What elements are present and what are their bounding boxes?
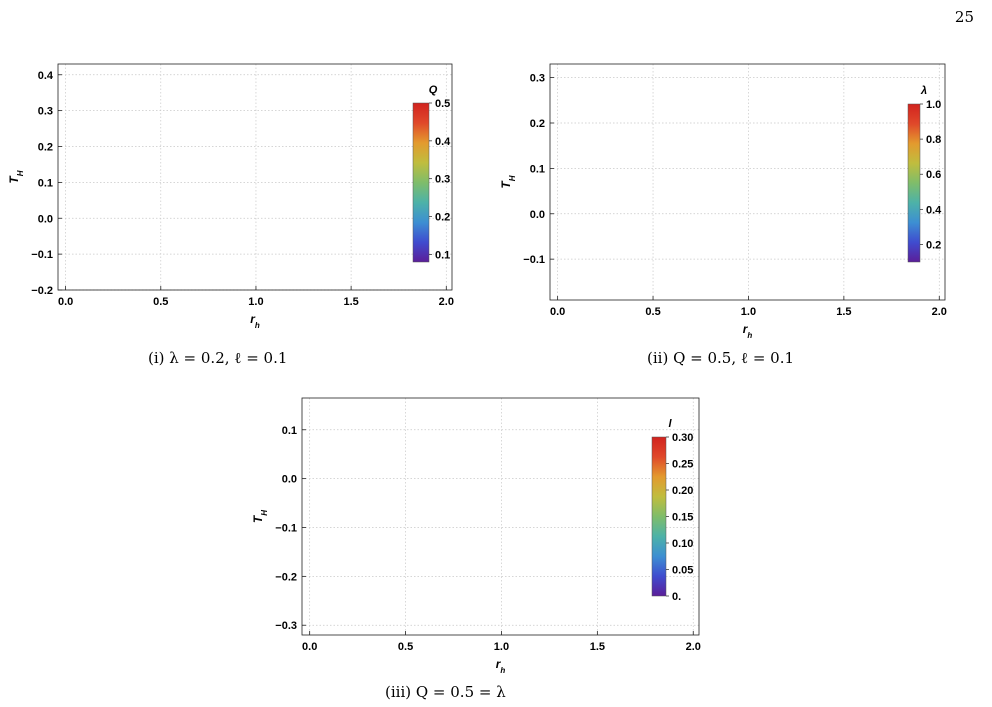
colorbar-tick-label: 0.20 xyxy=(672,485,693,497)
colorbar-title: λ xyxy=(920,85,927,97)
colorbar xyxy=(412,102,430,263)
colorbar-tick-label: 0.10 xyxy=(672,538,693,550)
plot-frame xyxy=(57,63,453,291)
x-tick-label: 1.0 xyxy=(494,641,509,653)
colorbar-tick-label: 0.2 xyxy=(435,212,450,224)
colorbar xyxy=(651,436,667,597)
chart-2: 0.0 0.5 1.0 1.5 2.0 −0.1 0.0 0.1 0.2 0.3 rh TH λ 0.2 0… xyxy=(499,63,947,340)
x-tick-label: 0.0 xyxy=(58,296,73,308)
y-tick-label: 0.1 xyxy=(282,425,297,437)
x-tick-label: 1.0 xyxy=(741,306,756,318)
x-axis-label: rh xyxy=(250,312,260,330)
chart-3: 0.0 0.5 1.0 1.5 2.0−0.3−0.2−0.10.00.1rhTHl0.… xyxy=(251,397,701,675)
x-tick-label: 0.5 xyxy=(645,306,660,318)
x-tick-label: 1.5 xyxy=(590,641,605,653)
colorbar-tick-label: 0.8 xyxy=(926,134,941,146)
x-tick-label: 0.0 xyxy=(550,306,565,318)
y-tick-label: 0.1 xyxy=(530,163,545,175)
y-tick-label: −0.2 xyxy=(275,571,297,583)
y-tick-label: 0.3 xyxy=(530,73,545,85)
colorbar-tick-label: 0.2 xyxy=(926,239,941,251)
y-tick-label: 0.3 xyxy=(38,106,53,118)
x-axis-label: rh xyxy=(743,322,753,340)
x-tick-label: 2.0 xyxy=(686,641,701,653)
x-tick-label: 1.5 xyxy=(836,306,851,318)
chart-1: 0.0 0.5 1.0 1.5 2.0 −0.2 −0.1 0.0 0.1 0.2 0.3 0.4 rh… xyxy=(7,63,454,330)
x-axis-label: rh xyxy=(496,657,506,675)
colorbar-tick-label: 0.15 xyxy=(672,512,693,524)
y-tick-label: 0.1 xyxy=(38,177,53,189)
y-tick-label: −0.1 xyxy=(523,254,545,266)
y-tick-label: −0.1 xyxy=(31,249,53,261)
x-tick-label: 2.0 xyxy=(932,306,947,318)
y-tick-label: −0.2 xyxy=(31,285,53,297)
caption-panel-i: (i) λ = 0.2, ℓ = 0.1 xyxy=(148,349,288,367)
colorbar-tick-label: 0.4 xyxy=(435,136,451,148)
colorbar-tick-label: 0.5 xyxy=(435,98,450,110)
y-tick-label: −0.3 xyxy=(275,620,297,632)
y-tick-label: 0.2 xyxy=(530,118,545,130)
colorbar-title: l xyxy=(668,418,672,430)
plot-frame xyxy=(549,63,946,301)
colorbar-tick-label: 1.0 xyxy=(926,99,941,111)
y-tick-label: 0.0 xyxy=(282,474,297,486)
y-tick-label: 0.4 xyxy=(38,70,54,82)
page-number: 25 xyxy=(954,8,974,26)
y-axis-label: TH xyxy=(251,510,269,523)
colorbar-tick-label: 0.4 xyxy=(926,204,942,216)
x-tick-label: 2.0 xyxy=(439,296,454,308)
y-tick-label: 0.2 xyxy=(38,142,53,154)
x-tick-label: 0.5 xyxy=(398,641,413,653)
colorbar-tick-label: 0.05 xyxy=(672,565,693,577)
caption-panel-iii: (iii) Q = 0.5 = λ xyxy=(385,683,506,701)
caption-panel-ii: (ii) Q = 0.5, ℓ = 0.1 xyxy=(647,349,795,367)
colorbar-tick-label: 0.25 xyxy=(672,459,693,471)
colorbar-tick-label: 0.30 xyxy=(672,432,693,444)
y-tick-label: 0.0 xyxy=(530,209,545,221)
x-tick-label: 1.0 xyxy=(248,296,263,308)
colorbar-tick-label: 0. xyxy=(672,591,681,603)
x-tick-label: 0.5 xyxy=(153,296,168,308)
plot-frame xyxy=(301,397,700,636)
y-tick-label: 0.0 xyxy=(38,213,53,225)
colorbar-tick-label: 0.1 xyxy=(435,249,450,261)
y-axis-label: TH xyxy=(7,170,25,183)
y-axis-label: TH xyxy=(499,175,517,188)
x-tick-label: 0.0 xyxy=(302,641,317,653)
colorbar-title: Q xyxy=(429,84,438,96)
colorbar-tick-label: 0.6 xyxy=(926,169,941,181)
colorbar xyxy=(907,103,921,263)
y-tick-label: −0.1 xyxy=(275,522,297,534)
x-tick-label: 1.5 xyxy=(343,296,358,308)
colorbar-tick-label: 0.3 xyxy=(435,174,450,186)
